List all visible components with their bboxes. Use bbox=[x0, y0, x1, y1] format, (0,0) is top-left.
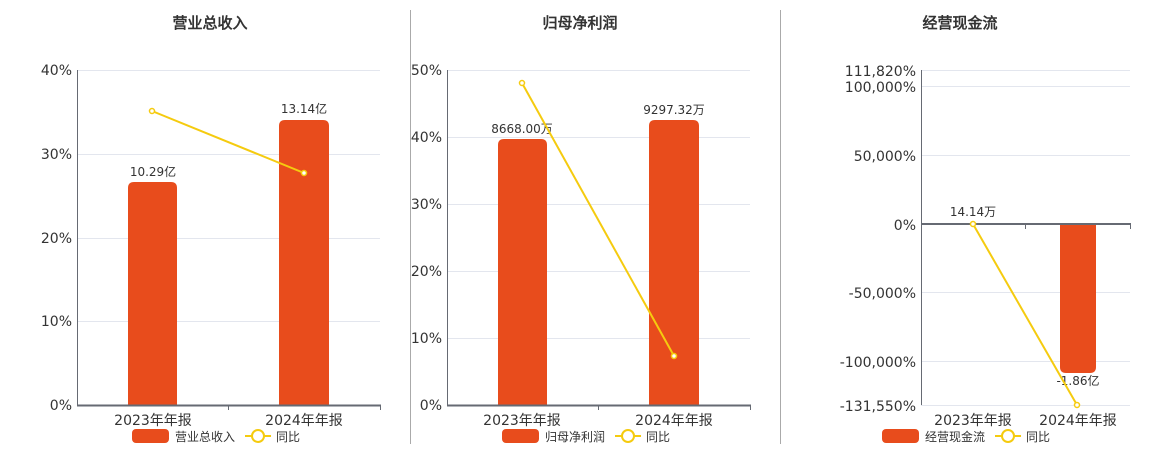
y-tick-label: 111,820% bbox=[845, 64, 916, 80]
legend-line-label[interactable]: 同比 bbox=[276, 429, 301, 444]
chart-title: 营业总收入 bbox=[172, 14, 248, 32]
legend-line-icon[interactable] bbox=[615, 429, 642, 443]
net-profit-chart-plot: 50% 40% 30% 20% 10% 0% 8668.00万 9297.32万… bbox=[411, 63, 751, 429]
legend-bar-label[interactable]: 营业总收入 bbox=[175, 429, 236, 444]
yoy-line bbox=[151, 110, 305, 174]
y-tick-label: 0% bbox=[894, 218, 916, 234]
y-tick-label: 30% bbox=[411, 197, 442, 213]
y-tick-label: 20% bbox=[411, 264, 442, 280]
bar-2023[interactable] bbox=[498, 139, 547, 405]
bar-value-label: 10.29亿 bbox=[130, 164, 176, 179]
legend-line-label[interactable]: 同比 bbox=[1026, 429, 1051, 444]
legend-bar-label[interactable]: 归母净利润 bbox=[545, 429, 606, 444]
chart-panel-net-profit: 归母净利润 50% 40% 30% 20% 10% 0% 8668.00万 92… bbox=[411, 14, 751, 445]
panel-divider bbox=[780, 10, 781, 444]
y-tick-label: -50,000% bbox=[849, 286, 916, 302]
gridlines bbox=[447, 70, 750, 339]
legend-bar-swatch[interactable] bbox=[882, 429, 919, 443]
y-axis-ticks: 111,820% 100,000% 50,000% 0% -50,000% -1… bbox=[840, 64, 916, 415]
chart-title: 经营现金流 bbox=[922, 14, 998, 32]
y-tick-label: 50% bbox=[411, 63, 442, 79]
y-tick-label: 10% bbox=[41, 314, 72, 330]
y-tick-label: 0% bbox=[50, 398, 72, 414]
y-tick-label: -100,000% bbox=[840, 355, 916, 371]
yoy-point[interactable] bbox=[518, 79, 526, 87]
y-tick-label: 40% bbox=[41, 63, 72, 79]
bar-value-label: 9297.32万 bbox=[643, 103, 705, 117]
yoy-line bbox=[521, 82, 675, 357]
revenue-chart-plot: 40% 30% 20% 10% 0% 10.29亿 13.14亿 2023年年报… bbox=[41, 63, 381, 429]
yoy-point[interactable] bbox=[1073, 401, 1081, 409]
yoy-point[interactable] bbox=[148, 107, 156, 115]
bar-value-label: 14.14万 bbox=[950, 205, 996, 219]
x-category-label: 2023年年报 bbox=[114, 413, 192, 429]
legend-bar-label[interactable]: 经营现金流 bbox=[925, 429, 986, 444]
yoy-line bbox=[972, 223, 1078, 406]
y-tick-label: 40% bbox=[411, 130, 442, 146]
legend-bar-swatch[interactable] bbox=[502, 429, 539, 443]
legend-line-icon[interactable] bbox=[245, 429, 272, 443]
bar-2024[interactable] bbox=[1060, 224, 1096, 373]
gridlines bbox=[921, 70, 1130, 406]
x-category-label: 2024年年报 bbox=[265, 413, 343, 429]
y-tick-label: 0% bbox=[420, 398, 442, 414]
bar-value-label: 8668.00万 bbox=[491, 122, 553, 136]
yoy-point[interactable] bbox=[300, 169, 308, 177]
legend-line-icon[interactable] bbox=[995, 429, 1022, 443]
bar-value-label: -1.86亿 bbox=[1056, 373, 1099, 388]
chart-panel-revenue: 营业总收入 40% 30% 20% 10% 0% 10.29亿 13.14亿 2… bbox=[0, 0, 400, 450]
chart-legend: 归母净利润 同比 bbox=[502, 427, 670, 445]
legend-line-label[interactable]: 同比 bbox=[646, 429, 671, 444]
bar-2023[interactable] bbox=[128, 182, 177, 405]
x-category-label: 2024年年报 bbox=[1039, 413, 1117, 429]
y-tick-label: 100,000% bbox=[845, 80, 916, 96]
y-tick-label: -131,550% bbox=[840, 399, 916, 415]
y-tick-label: 50,000% bbox=[854, 149, 916, 165]
bar-value-label: 13.14亿 bbox=[281, 101, 327, 116]
gridlines bbox=[77, 70, 380, 322]
y-tick-label: 20% bbox=[41, 231, 72, 247]
panel-divider bbox=[410, 10, 411, 444]
yoy-point[interactable] bbox=[670, 352, 678, 360]
x-category-label: 2023年年报 bbox=[483, 413, 561, 429]
yoy-point[interactable] bbox=[969, 220, 977, 228]
chart-legend: 经营现金流 同比 bbox=[882, 427, 1050, 445]
legend-bar-swatch[interactable] bbox=[132, 429, 169, 443]
y-tick-label: 30% bbox=[41, 147, 72, 163]
chart-title: 归母净利润 bbox=[542, 14, 618, 32]
x-category-label: 2023年年报 bbox=[934, 413, 1012, 429]
x-category-label: 2024年年报 bbox=[635, 413, 713, 429]
y-tick-label: 10% bbox=[411, 331, 442, 347]
bar-2024[interactable] bbox=[279, 120, 329, 405]
y-axis-ticks: 40% 30% 20% 10% 0% bbox=[41, 63, 72, 414]
chart-legend: 营业总收入 同比 bbox=[132, 427, 300, 445]
y-axis-ticks: 50% 40% 30% 20% 10% 0% bbox=[411, 63, 442, 414]
